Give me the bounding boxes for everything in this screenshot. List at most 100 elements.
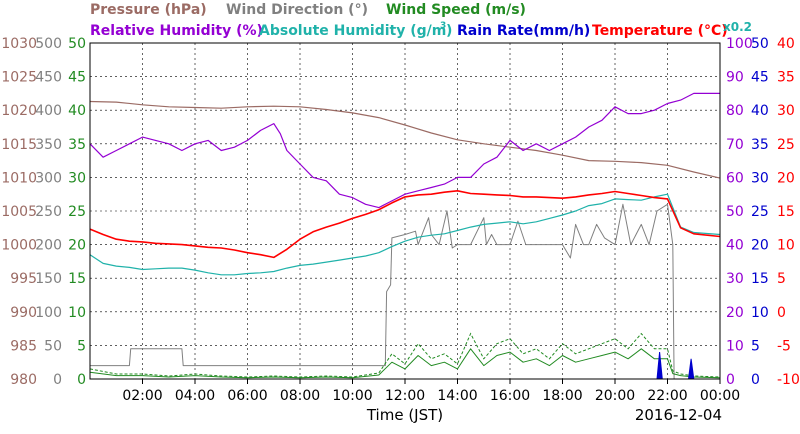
legend-rain-scale: x0.2	[723, 20, 752, 34]
series-abs-humidity	[89, 193, 721, 276]
y-tick-wind-speed: 30	[68, 170, 86, 186]
x-axis-label: Time (JST)	[366, 406, 443, 424]
y-tick-pressure: 990	[10, 305, 37, 321]
legend: Pressure (hPa) Wind Direction (°) Wind S…	[90, 2, 752, 39]
y-tick-wind-direction: 250	[35, 204, 62, 220]
legend-wind-speed: Wind Speed (m/s)	[386, 2, 526, 18]
y-tick-humidity: 50	[726, 204, 744, 220]
legend-pressure: Pressure (hPa)	[90, 2, 207, 18]
y-tick-wind-speed: 45	[68, 70, 86, 86]
legend-wind-direction: Wind Direction (°)	[226, 2, 368, 18]
y-tick-temperature: 0	[777, 305, 786, 321]
y-tick-pressure: 1020	[1, 103, 37, 119]
x-tick-label: 20:00	[595, 388, 635, 404]
y-tick-wind-speed: 0	[77, 372, 86, 388]
x-tick-label: 18:00	[542, 388, 582, 404]
series-wind-speed	[89, 348, 721, 379]
y-tick-wind-direction: 400	[35, 103, 62, 119]
y-tick-pressure: 1030	[1, 36, 37, 52]
y-tick-humidity: 10	[726, 338, 744, 354]
y-tick-pressure: 1025	[1, 70, 37, 86]
y-tick-humidity: 20	[726, 305, 744, 321]
y-tick-wind-speed: 20	[68, 238, 86, 254]
series-wind-direction	[90, 203, 720, 380]
x-tick-label: 00:00	[700, 388, 740, 404]
y-tick-humidity: 0	[726, 372, 735, 388]
y-tick-pressure: 1000	[1, 238, 37, 254]
legend-temperature: Temperature (°C)	[592, 23, 728, 39]
y-tick-pressure: 1015	[1, 137, 37, 153]
y-tick-temperature: 5	[777, 271, 786, 287]
grid-lines	[90, 43, 720, 379]
y-axes: 1030102510201015101010051000995990985980…	[1, 36, 800, 388]
y-tick-wind-direction: 350	[35, 137, 62, 153]
y-tick-temperature: -5	[777, 338, 791, 354]
series-wind-gust	[89, 332, 721, 378]
y-tick-temperature: 35	[777, 70, 795, 86]
x-tick-label: 14:00	[437, 388, 477, 404]
y-tick-wind-speed: 40	[68, 103, 86, 119]
y-tick-rain: 45	[751, 70, 769, 86]
y-tick-rain: 20	[751, 238, 769, 254]
y-tick-humidity: 80	[726, 103, 744, 119]
y-tick-wind-direction: 0	[53, 372, 62, 388]
date-label: 2016-12-04	[635, 406, 722, 424]
x-tick-label: 16:00	[490, 388, 530, 404]
y-tick-temperature: 10	[777, 238, 795, 254]
y-tick-pressure: 980	[10, 372, 37, 388]
y-tick-humidity: 100	[726, 36, 753, 52]
y-tick-rain: 25	[751, 204, 769, 220]
y-tick-wind-speed: 25	[68, 204, 86, 220]
series-temperature	[89, 190, 721, 259]
y-tick-humidity: 40	[726, 238, 744, 254]
y-tick-temperature: 15	[777, 204, 795, 220]
y-tick-pressure: 1010	[1, 170, 37, 186]
y-tick-rain: 35	[751, 137, 769, 153]
y-tick-wind-speed: 50	[68, 36, 86, 52]
y-tick-wind-direction: 200	[35, 238, 62, 254]
y-tick-humidity: 60	[726, 170, 744, 186]
x-tick-label: 08:00	[280, 388, 320, 404]
y-tick-wind-direction: 500	[35, 36, 62, 52]
y-tick-humidity: 70	[726, 137, 744, 153]
y-tick-wind-direction: 100	[35, 305, 62, 321]
y-tick-humidity: 30	[726, 271, 744, 287]
y-tick-wind-speed: 10	[68, 305, 86, 321]
y-tick-rain: 40	[751, 103, 769, 119]
legend-abs-humidity: Absolute Humidity (g/m	[259, 23, 446, 39]
legend-abs-humidity-close: )	[446, 23, 452, 39]
series-humidity	[89, 92, 720, 209]
y-tick-temperature: 20	[777, 170, 795, 186]
series-layer	[89, 92, 721, 380]
legend-humidity: Relative Humidity (%)	[90, 23, 263, 39]
x-axis: 02:00 04:00 06:00 08:00 10:00 12:00 14:00 16:00…	[122, 379, 740, 404]
x-tick-label: 10:00	[332, 388, 372, 404]
x-tick-label: 06:00	[227, 388, 267, 404]
y-tick-temperature: 40	[777, 36, 795, 52]
x-tick-label: 04:00	[175, 388, 215, 404]
y-tick-wind-direction: 50	[44, 338, 62, 354]
y-tick-wind-direction: 450	[35, 70, 62, 86]
y-tick-humidity: 90	[726, 70, 744, 86]
y-tick-wind-speed: 5	[77, 338, 86, 354]
y-tick-pressure: 1005	[1, 204, 37, 220]
y-tick-rain: 30	[751, 170, 769, 186]
x-tick-label: 02:00	[122, 388, 162, 404]
y-tick-temperature: 25	[777, 137, 795, 153]
y-tick-rain: 15	[751, 271, 769, 287]
y-tick-wind-speed: 15	[68, 271, 86, 287]
y-tick-rain: 5	[751, 338, 760, 354]
y-tick-wind-direction: 300	[35, 170, 62, 186]
y-tick-rain: 50	[751, 36, 769, 52]
y-tick-pressure: 995	[10, 271, 37, 287]
y-tick-rain: 10	[751, 305, 769, 321]
legend-abs-humidity-sup: 3	[440, 21, 446, 31]
y-tick-temperature: 30	[777, 103, 795, 119]
x-tick-label: 22:00	[647, 388, 687, 404]
y-tick-wind-direction: 150	[35, 271, 62, 287]
x-tick-label: 12:00	[385, 388, 425, 404]
y-tick-temperature: -10	[777, 372, 800, 388]
series-pressure	[89, 100, 721, 179]
y-tick-pressure: 985	[10, 338, 37, 354]
